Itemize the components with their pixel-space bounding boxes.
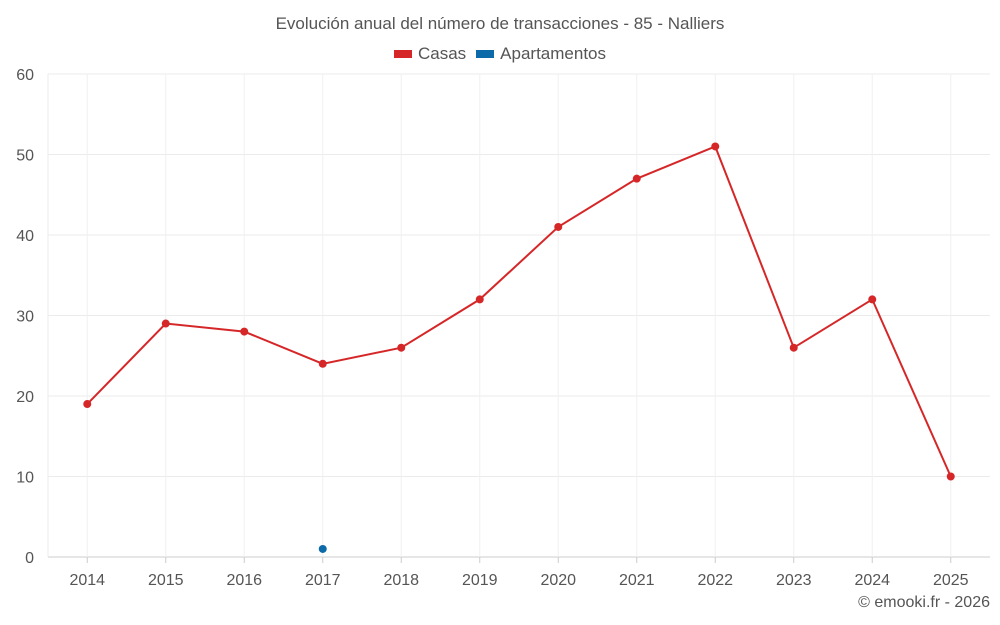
y-tick-label: 50 <box>16 148 34 165</box>
x-tick-label: 2017 <box>305 572 341 589</box>
data-point-casas <box>161 319 170 328</box>
y-tick-label: 30 <box>16 309 34 326</box>
x-tick-label: 2016 <box>226 572 262 589</box>
legend-label-apartamentos: Apartamentos <box>500 44 607 63</box>
x-tick-label: 2014 <box>69 572 105 589</box>
data-point-casas <box>789 343 798 352</box>
data-point-casas <box>554 222 563 231</box>
y-tick-label: 0 <box>25 550 34 567</box>
y-tick-label: 40 <box>16 228 34 245</box>
legend-label-casas: Casas <box>417 44 467 63</box>
data-point-apartamentos <box>318 544 327 553</box>
data-point-casas <box>240 327 249 336</box>
y-tick-label: 60 <box>16 67 34 84</box>
x-tick-label: 2019 <box>462 572 498 589</box>
x-tick-label: 2023 <box>776 572 812 589</box>
data-point-casas <box>397 343 406 352</box>
data-point-casas <box>83 400 92 409</box>
data-point-casas <box>868 295 877 304</box>
data-point-casas <box>946 472 955 481</box>
legend: Casas Apartamentos <box>0 44 1000 64</box>
y-tick-label: 20 <box>16 389 34 406</box>
chart-title: Evolución anual del número de transaccio… <box>275 14 725 33</box>
x-tick-label: 2021 <box>619 572 655 589</box>
y-tick-label: 10 <box>16 470 34 487</box>
series-line-casas <box>86 145 952 477</box>
x-tick-label: 2015 <box>148 572 184 589</box>
x-tick-label: 2018 <box>383 572 419 589</box>
x-tick-label: 2025 <box>933 572 969 589</box>
data-point-casas <box>711 142 720 151</box>
legend-item-casas[interactable]: Casas <box>393 44 467 64</box>
credit: © emooki.fr - 2026 <box>858 594 990 611</box>
data-point-casas <box>632 174 641 183</box>
legend-swatch-apartamentos <box>476 50 495 58</box>
legend-item-apartamentos[interactable]: Apartamentos <box>476 44 606 64</box>
x-tick-label: 2022 <box>697 572 733 589</box>
legend-swatch-casas <box>393 50 412 58</box>
x-tick-label: 2020 <box>540 572 576 589</box>
data-point-casas <box>475 295 484 304</box>
data-point-casas <box>318 359 327 368</box>
x-tick-label: 2024 <box>854 572 890 589</box>
